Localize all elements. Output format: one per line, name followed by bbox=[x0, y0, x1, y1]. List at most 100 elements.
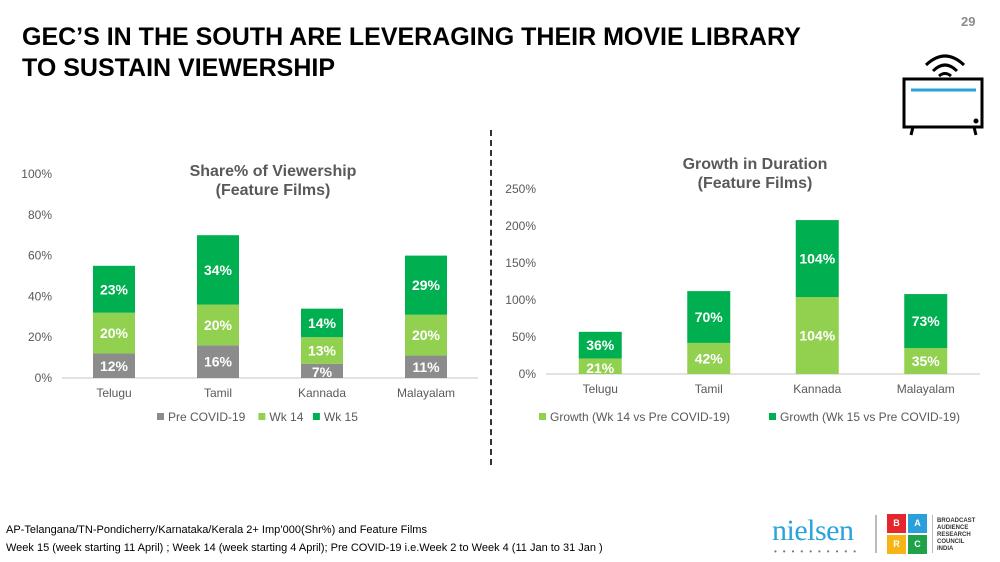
barc-tile-c: C bbox=[908, 535, 927, 554]
bar-segment bbox=[795, 220, 839, 298]
footnote-markets: AP-Telangana/TN-Pondicherry/Karnataka/Ke… bbox=[6, 524, 427, 536]
page-title: GEC’S IN THE SOUTH ARE LEVERAGING THEIR … bbox=[22, 22, 902, 84]
bar-segment bbox=[197, 304, 239, 346]
bar-segment bbox=[904, 294, 948, 349]
data-label: 35% bbox=[912, 353, 941, 369]
bar-segment bbox=[197, 235, 239, 305]
legend-label: Wk 14 bbox=[269, 410, 303, 424]
y-tick-label: 150% bbox=[505, 256, 536, 270]
bar-segment bbox=[405, 355, 447, 378]
data-label: 16% bbox=[204, 354, 233, 370]
bar-segment bbox=[301, 363, 343, 378]
bar-segment bbox=[904, 348, 948, 374]
wifi-arc-middle bbox=[931, 63, 959, 73]
y-tick-label: 100% bbox=[505, 293, 536, 307]
y-tick-label: 20% bbox=[28, 330, 52, 344]
bar-segment bbox=[687, 291, 731, 343]
bar-segment bbox=[578, 358, 622, 374]
tv-leg-left bbox=[909, 126, 915, 136]
data-label: 12% bbox=[100, 358, 129, 374]
legend-swatch bbox=[312, 413, 320, 420]
x-tick-label: Malayalam bbox=[397, 386, 455, 400]
barc-name-line: COUNCIL bbox=[937, 539, 965, 545]
barc-name-line: RESEARCH bbox=[937, 532, 971, 538]
x-tick-label: Telugu bbox=[583, 382, 618, 396]
data-label: 21% bbox=[586, 360, 615, 376]
data-label: 13% bbox=[308, 342, 337, 358]
x-tick-label: Kannada bbox=[298, 386, 346, 400]
x-tick-label: Telugu bbox=[96, 386, 131, 400]
tv-screen bbox=[902, 77, 984, 129]
legend-swatch bbox=[539, 413, 546, 420]
x-tick-label: Tamil bbox=[695, 382, 723, 396]
x-tick-label: Kannada bbox=[793, 382, 841, 396]
nielsen-logo-dots: •••••••••• bbox=[774, 547, 863, 556]
y-tick-label: 0% bbox=[35, 371, 53, 385]
x-tick-label: Malayalam bbox=[897, 382, 955, 396]
legend-label: Pre COVID-19 bbox=[168, 410, 246, 424]
chart-subtitle: (Feature Films) bbox=[698, 175, 813, 192]
y-tick-label: 60% bbox=[28, 249, 52, 263]
legend-label: Growth (Wk 15 vs Pre COVID-19) bbox=[780, 410, 960, 424]
y-tick-label: 100% bbox=[21, 167, 52, 181]
barc-tile-b: B bbox=[887, 514, 906, 533]
logos: nielsen •••••••••• B A R C BROADCAST AUD… bbox=[770, 512, 995, 557]
tv-power-dot bbox=[973, 118, 979, 124]
chart-title: Share% of Viewership bbox=[190, 163, 357, 180]
data-label: 104% bbox=[799, 328, 835, 344]
bar-segment bbox=[197, 345, 239, 378]
wifi-arc-outer bbox=[924, 54, 966, 67]
y-tick-label: 0% bbox=[519, 367, 537, 381]
bar-segment bbox=[301, 337, 343, 364]
wifi-arc-inner bbox=[938, 72, 952, 78]
chart-divider bbox=[490, 130, 492, 465]
barc-logo: B A R C bbox=[887, 514, 927, 554]
y-tick-label: 200% bbox=[505, 219, 536, 233]
bar-segment bbox=[405, 255, 447, 315]
barc-name-line: INDIA bbox=[937, 546, 954, 552]
tv-leg-right bbox=[972, 126, 978, 136]
legend-label: Wk 15 bbox=[324, 410, 358, 424]
data-label: 20% bbox=[100, 325, 129, 341]
tv-wifi-icon bbox=[902, 54, 984, 136]
data-label: 104% bbox=[799, 251, 835, 267]
bar-segment bbox=[93, 353, 135, 378]
growth-in-duration-chart: Growth in Duration (Feature Films) 0% 50% 10… bbox=[505, 156, 980, 424]
page-title-line-1: GEC’S IN THE SOUTH ARE LEVERAGING THEIR … bbox=[22, 23, 801, 51]
barc-tile-a: A bbox=[908, 514, 927, 533]
barc-name-line: AUDIENCE bbox=[937, 525, 969, 531]
logo-separator bbox=[875, 515, 877, 553]
barc-name-line: BROADCAST bbox=[937, 518, 976, 524]
x-tick-label: Tamil bbox=[204, 386, 232, 400]
data-label: 20% bbox=[204, 317, 233, 333]
chart-title: Growth in Duration bbox=[683, 156, 828, 173]
y-tick-label: 40% bbox=[28, 289, 52, 303]
barc-tile-r: R bbox=[887, 535, 906, 554]
footnote-weeks: Week 15 (week starting 11 April) ; Week … bbox=[6, 542, 603, 554]
page-number: 29 bbox=[961, 14, 976, 29]
y-tick-label: 80% bbox=[28, 208, 52, 222]
legend-swatch bbox=[258, 413, 266, 420]
share-of-viewership-chart: Share% of Viewership (Feature Films) 0% 20%… bbox=[21, 163, 478, 424]
data-label: 42% bbox=[695, 350, 724, 366]
nielsen-logo: nielsen bbox=[772, 514, 854, 547]
data-label: 36% bbox=[586, 337, 615, 353]
bar-segment bbox=[405, 314, 447, 356]
data-label: 11% bbox=[412, 359, 440, 375]
barc-separator bbox=[932, 515, 933, 553]
data-label: 14% bbox=[308, 315, 337, 331]
bar-segment bbox=[93, 265, 135, 313]
bar-segment bbox=[93, 312, 135, 354]
data-label: 23% bbox=[100, 281, 129, 297]
legend-swatch bbox=[769, 413, 776, 420]
legend-swatch bbox=[157, 413, 164, 420]
data-label: 73% bbox=[912, 313, 941, 329]
data-label: 70% bbox=[695, 309, 724, 325]
page-title-line-2: TO SUSTAIN VIEWERSHIP bbox=[22, 54, 336, 82]
bar-segment bbox=[687, 342, 731, 374]
data-label: 20% bbox=[412, 327, 441, 343]
bar-segment bbox=[795, 297, 839, 374]
legend-label: Growth (Wk 14 vs Pre COVID-19) bbox=[550, 410, 730, 424]
barc-name: BROADCAST AUDIENCE RESEARCH COUNCIL INDI… bbox=[937, 518, 975, 553]
y-tick-label: 250% bbox=[505, 182, 536, 196]
